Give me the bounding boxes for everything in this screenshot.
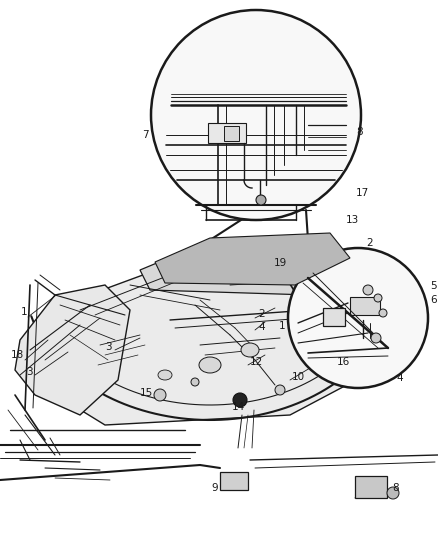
Circle shape [233,393,247,407]
Polygon shape [140,240,360,295]
Ellipse shape [199,357,221,373]
FancyBboxPatch shape [208,123,246,143]
Circle shape [363,285,373,295]
Text: 14: 14 [232,402,245,412]
Text: 2: 2 [258,309,265,319]
Text: 3: 3 [26,367,33,377]
Text: 16: 16 [337,357,350,367]
Text: 15: 15 [140,388,153,398]
Text: 4: 4 [258,322,265,332]
Circle shape [191,378,199,386]
FancyBboxPatch shape [323,308,345,326]
Text: 8: 8 [356,127,363,137]
Text: 7: 7 [142,130,149,140]
Polygon shape [15,285,130,415]
Circle shape [371,333,381,343]
Circle shape [387,487,399,499]
Text: 10: 10 [292,372,305,382]
Circle shape [275,385,285,395]
Polygon shape [155,233,350,285]
FancyBboxPatch shape [220,472,248,490]
Ellipse shape [241,343,259,357]
Circle shape [256,195,266,205]
Circle shape [154,389,166,401]
Circle shape [374,294,382,302]
FancyBboxPatch shape [355,476,387,498]
Circle shape [379,309,387,317]
Text: 19: 19 [274,258,287,268]
Text: 13: 13 [346,215,359,225]
Circle shape [151,10,361,220]
Text: 17: 17 [356,188,369,198]
Text: 9: 9 [212,483,218,493]
Text: 8: 8 [392,483,399,493]
Text: 12: 12 [250,357,263,367]
Text: 4: 4 [396,373,403,383]
Polygon shape [40,258,410,425]
FancyBboxPatch shape [350,297,380,315]
Text: 1: 1 [21,307,27,317]
Text: 2: 2 [366,238,373,248]
Text: 6: 6 [430,295,437,305]
FancyBboxPatch shape [224,126,239,141]
Circle shape [288,248,428,388]
Text: 5: 5 [430,281,437,291]
Ellipse shape [158,370,172,380]
Text: 3: 3 [106,342,112,352]
Text: 18: 18 [11,350,24,360]
Text: 1: 1 [279,321,285,331]
